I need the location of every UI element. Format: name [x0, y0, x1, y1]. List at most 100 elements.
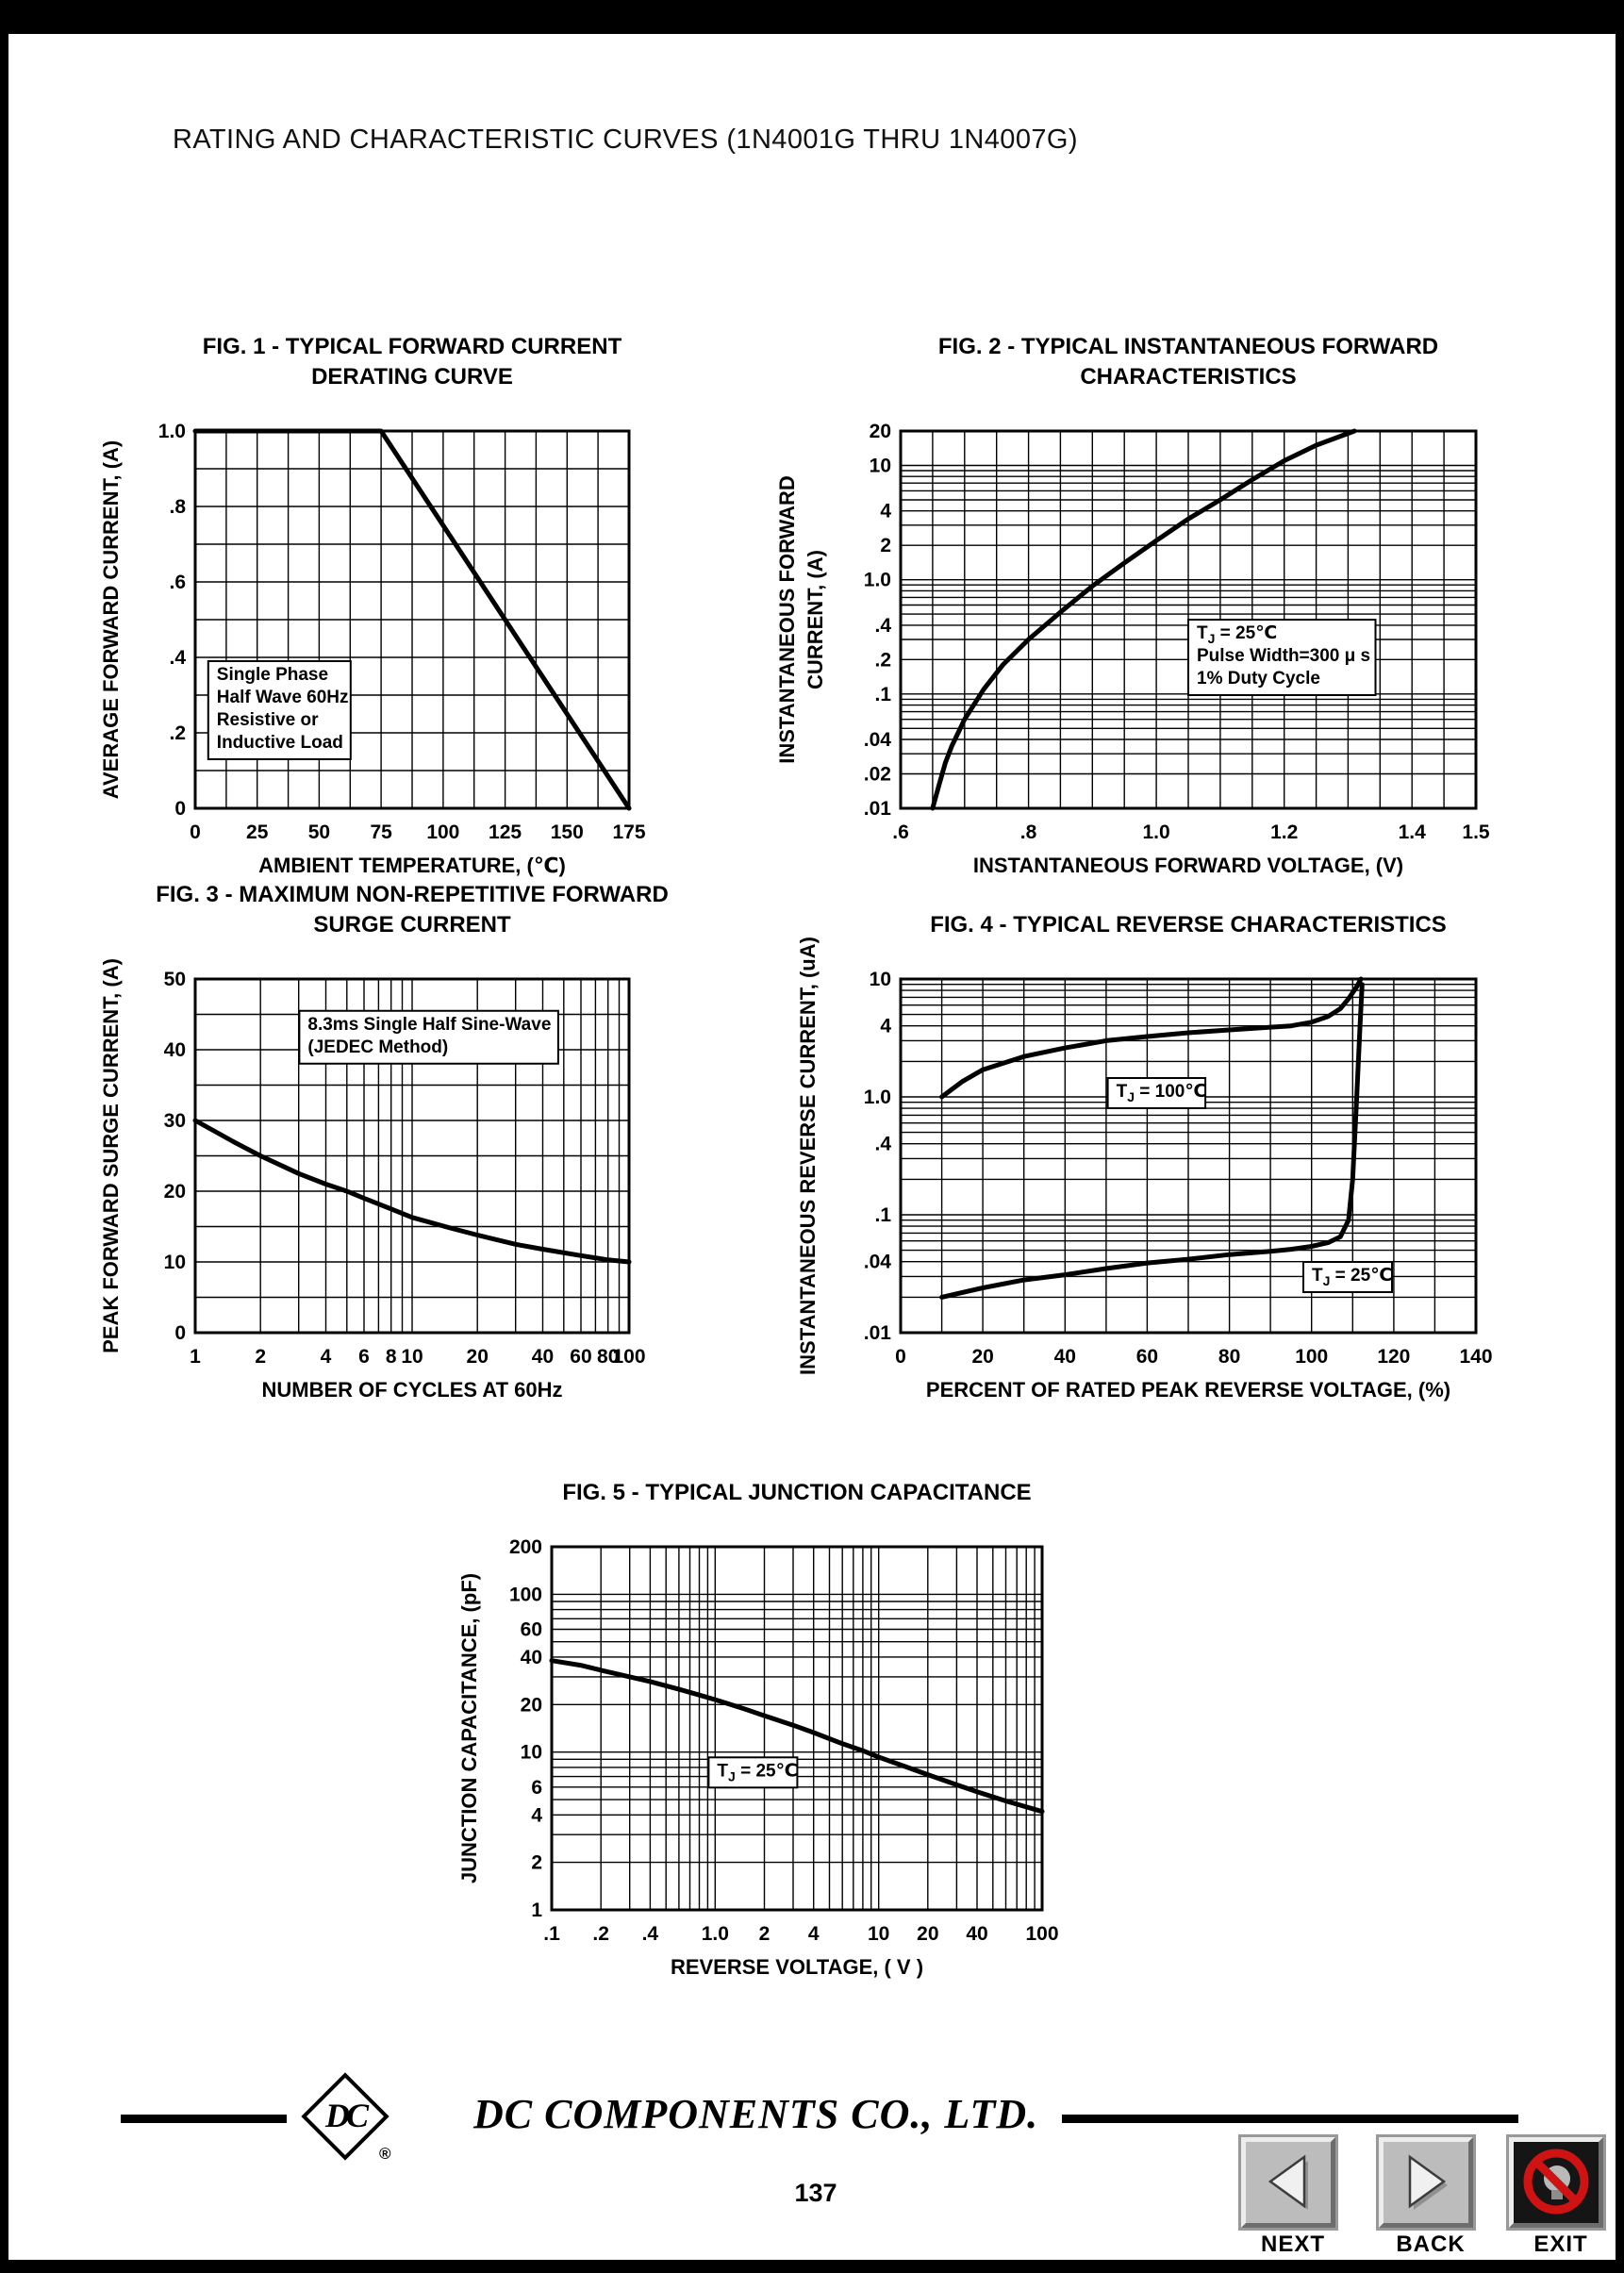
- exit-button[interactable]: [1509, 2137, 1603, 2228]
- svg-text:.2: .2: [169, 722, 186, 744]
- right-border-bar: [1616, 0, 1624, 2273]
- company-name: DC COMPONENTS CO., LTD.: [473, 2091, 1039, 2137]
- svg-text:2: 2: [531, 1852, 542, 1874]
- svg-text:Inductive Load: Inductive Load: [217, 733, 343, 753]
- svg-text:125: 125: [489, 821, 522, 843]
- bottom-border-bar: [0, 2260, 1624, 2273]
- surge-current: [192, 1118, 632, 1265]
- svg-text:4: 4: [531, 1804, 542, 1826]
- svg-text:.8: .8: [1020, 821, 1037, 843]
- footer-rule-right: [1062, 2115, 1518, 2123]
- next-button-label: NEXT: [1260, 2232, 1325, 2257]
- fig4-svg: FIG. 4 - TYPICAL REVERSE CHARACTERISTICS…: [796, 912, 1493, 1402]
- svg-text:.1: .1: [543, 1923, 560, 1945]
- fig1-svg: FIG. 1 - TYPICAL FORWARD CURRENT DERATING…: [99, 334, 646, 877]
- svg-text:8.3ms Single Half Sine-Wave: 8.3ms Single Half Sine-Wave: [307, 1015, 551, 1035]
- svg-text:10: 10: [870, 455, 891, 476]
- fig5-svg: FIG. 5 - TYPICAL JUNCTION CAPACITANCE TJ …: [457, 1480, 1059, 1979]
- registered-trademark-symbol: ®: [379, 2145, 391, 2163]
- footer-rule-left: [121, 2115, 287, 2123]
- logo-monogram: DC: [324, 2097, 369, 2134]
- svg-text:TJ = 100℃: TJ = 100℃: [1117, 1082, 1207, 1104]
- svg-text:Pulse Width=300 μ s: Pulse Width=300 μ s: [1197, 646, 1370, 666]
- svg-text:40: 40: [532, 1346, 554, 1368]
- svg-text:20: 20: [971, 1346, 993, 1368]
- svg-text:Resistive or: Resistive or: [217, 710, 319, 730]
- svg-text:.01: .01: [864, 1322, 892, 1344]
- svg-text:60: 60: [570, 1346, 591, 1368]
- svg-text:1.2: 1.2: [1270, 821, 1298, 843]
- svg-text:1: 1: [531, 1900, 542, 1921]
- svg-text:2: 2: [880, 535, 891, 556]
- svg-text:75: 75: [370, 821, 392, 843]
- svg-text:40: 40: [164, 1039, 186, 1061]
- svg-text:50: 50: [308, 821, 330, 843]
- right-triangle-icon: [1408, 2154, 1448, 2210]
- svg-text:.02: .02: [864, 764, 891, 786]
- svg-text:10: 10: [401, 1346, 423, 1368]
- left-border-bar: [0, 0, 8, 2273]
- svg-text:SURGE CURRENT: SURGE CURRENT: [313, 912, 511, 937]
- svg-text:30: 30: [164, 1110, 186, 1132]
- svg-text:.6: .6: [892, 821, 909, 843]
- svg-text:1.0: 1.0: [702, 1923, 729, 1945]
- svg-text:INSTANTANEOUS FORWARD VOLTAGE,: INSTANTANEOUS FORWARD VOLTAGE, (V): [973, 854, 1403, 877]
- svg-text:50: 50: [164, 969, 186, 990]
- svg-text:1.0: 1.0: [864, 1087, 891, 1108]
- svg-text:.4: .4: [874, 1134, 891, 1155]
- exit-button-label: EXIT: [1533, 2232, 1588, 2257]
- svg-text:20: 20: [917, 1923, 938, 1945]
- svg-text:1.5: 1.5: [1462, 821, 1490, 843]
- svg-text:0: 0: [174, 1322, 186, 1344]
- svg-text:CURRENT, (A): CURRENT, (A): [804, 550, 827, 689]
- svg-text:10: 10: [521, 1742, 542, 1764]
- svg-text:NUMBER OF CYCLES AT 60Hz: NUMBER OF CYCLES AT 60Hz: [261, 1378, 562, 1402]
- forward-characteristic: [930, 428, 1357, 811]
- junction-capacitance: [549, 1658, 1045, 1815]
- fig1-forward-current-derating-chart: FIG. 1 - TYPICAL FORWARD CURRENT DERATING…: [80, 325, 703, 896]
- svg-text:.1: .1: [874, 1204, 891, 1226]
- svg-text:100: 100: [1295, 1346, 1328, 1368]
- svg-text:Single Phase: Single Phase: [217, 665, 328, 685]
- svg-text:20: 20: [870, 421, 891, 442]
- svg-text:60: 60: [521, 1618, 542, 1640]
- svg-text:2: 2: [255, 1346, 266, 1368]
- top-border-bar: [0, 0, 1624, 34]
- svg-text:TJ = 25℃: TJ = 25℃: [1312, 1266, 1392, 1288]
- svg-text:.4: .4: [642, 1923, 659, 1945]
- svg-text:(JEDEC Method): (JEDEC Method): [307, 1037, 448, 1057]
- svg-text:4: 4: [808, 1923, 820, 1945]
- svg-text:TJ = 25℃: TJ = 25℃: [1197, 623, 1277, 646]
- left-triangle-icon: [1268, 2154, 1308, 2210]
- svg-text:120: 120: [1377, 1346, 1410, 1368]
- crossed-out-lightbulb-icon: [1514, 2142, 1599, 2223]
- svg-text:0: 0: [190, 821, 201, 843]
- tj-25c-curve: [939, 982, 1365, 1300]
- svg-text:2: 2: [759, 1923, 771, 1945]
- fig2-svg: FIG. 2 - TYPICAL INSTANTANEOUS FORWARD CH…: [775, 334, 1490, 877]
- next-button[interactable]: [1241, 2137, 1335, 2228]
- svg-text:DERATING CURVE: DERATING CURVE: [311, 364, 513, 390]
- svg-text:140: 140: [1459, 1346, 1492, 1368]
- svg-text:FIG. 3 - MAXIMUM NON-REPETITIV: FIG. 3 - MAXIMUM NON-REPETITIVE FORWARD: [156, 882, 669, 907]
- svg-text:PERCENT OF RATED PEAK REVERSE: PERCENT OF RATED PEAK REVERSE VOLTAGE, (…: [926, 1378, 1450, 1402]
- svg-text:TJ = 25℃: TJ = 25℃: [717, 1761, 797, 1784]
- svg-text:FIG. 2 - TYPICAL INSTANTANEOUS: FIG. 2 - TYPICAL INSTANTANEOUS FORWARD: [938, 334, 1438, 359]
- fig5-junction-capacitance-chart: FIG. 5 - TYPICAL JUNCTION CAPACITANCE TJ …: [410, 1473, 1146, 2006]
- svg-text:150: 150: [551, 821, 584, 843]
- svg-text:.01: .01: [864, 798, 892, 820]
- svg-text:.6: .6: [169, 572, 186, 593]
- svg-text:60: 60: [1136, 1346, 1158, 1368]
- svg-text:175: 175: [612, 821, 645, 843]
- back-button[interactable]: [1379, 2137, 1473, 2228]
- svg-text:.2: .2: [592, 1923, 609, 1945]
- svg-text:4: 4: [321, 1346, 332, 1368]
- fig4-reverse-characteristics-chart: FIG. 4 - TYPICAL REVERSE CHARACTERISTICS…: [736, 877, 1547, 1424]
- tj-100c-curve: [939, 976, 1364, 1100]
- svg-text:FIG. 1 - TYPICAL FORWARD CURRE: FIG. 1 - TYPICAL FORWARD CURRENT: [203, 334, 622, 359]
- svg-text:1.0: 1.0: [158, 421, 186, 442]
- svg-text:100: 100: [426, 821, 459, 843]
- svg-text:INSTANTANEOUS FORWARD: INSTANTANEOUS FORWARD: [775, 475, 799, 764]
- svg-text:Half Wave 60Hz: Half Wave 60Hz: [217, 688, 349, 707]
